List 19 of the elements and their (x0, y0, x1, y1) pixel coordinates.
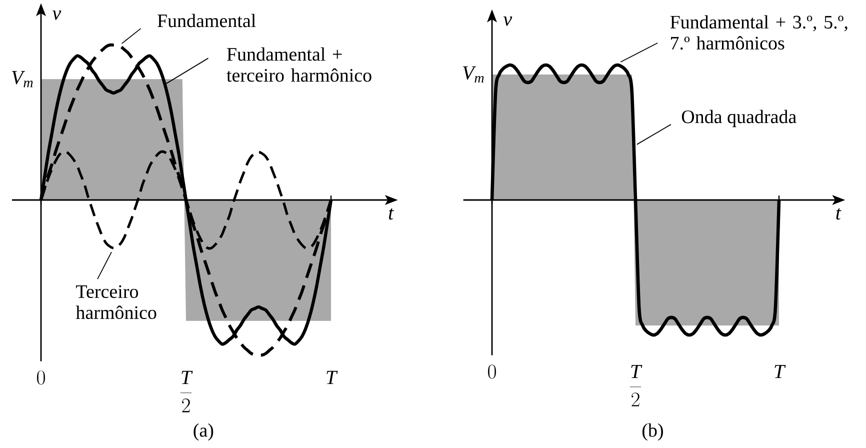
text: Terceiro harmônico (76, 285, 156, 320)
text: Fundamental + 3.º, 5.º, 7.º harmônicos (670, 15, 848, 50)
y-axis-title: $v$ (52, 10, 62, 20)
x-tick-label: $0$ (488, 364, 496, 379)
x-tick-label: $T$ (326, 370, 338, 384)
x-axis-title: $t$ (388, 208, 394, 220)
text: (b) (642, 423, 663, 441)
text: $V_m$ (12, 70, 33, 88)
legend-label: Fundamental + terceiro harmônico (226, 47, 372, 82)
x-tick-label: $\frac{T}{2}$ (630, 364, 642, 406)
x-tick-label: $0$ (37, 370, 45, 385)
x-axis-title: $t$ (836, 208, 842, 220)
x-tick-label: $T$ (774, 364, 786, 378)
text: Fundamental (158, 14, 256, 28)
x-tick-label: $\frac{T}{2}$ (180, 370, 193, 412)
text: Onda quadrada (682, 110, 796, 128)
text: (a) (194, 423, 214, 441)
y-axis-title: $v$ (503, 16, 512, 26)
text: $V_m$ (463, 66, 484, 83)
